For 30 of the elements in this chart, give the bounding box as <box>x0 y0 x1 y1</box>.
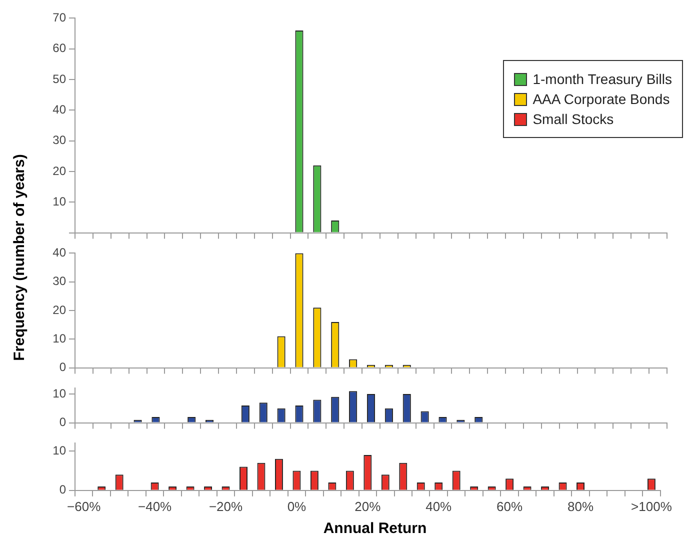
y-tick-label: 0 <box>59 482 66 497</box>
legend-label: Small Stocks <box>532 110 614 129</box>
x-tick-label: >100% <box>631 498 672 514</box>
x-tick-label: 80% <box>567 498 594 514</box>
y-tick-label: 40 <box>52 246 66 260</box>
x-tick-label: −20% <box>208 498 244 514</box>
legend-label: AAA Corporate Bonds <box>532 90 670 109</box>
y-tick-label: 10 <box>52 443 66 458</box>
y-tick-label: 60 <box>52 41 66 56</box>
y-tick-label: 0 <box>59 360 66 374</box>
y-tick-label: 70 <box>52 10 66 25</box>
y-tick-label: 10 <box>52 194 66 208</box>
y-axis-title: Frequency (number of years) <box>10 154 28 361</box>
y-tick-label: 20 <box>52 302 66 317</box>
x-tick-label: −60% <box>67 498 102 514</box>
x-tick-label: −40% <box>138 498 172 514</box>
x-tick-label: 0% <box>287 498 307 514</box>
y-tick-label: 40 <box>52 102 66 116</box>
y-tick-label: 20 <box>52 164 66 178</box>
x-axis-title: Annual Return <box>322 520 428 537</box>
x-tick-label: 40% <box>426 498 452 514</box>
y-tick-label: 10 <box>52 386 66 400</box>
y-tick-label: 30 <box>52 133 66 148</box>
y-tick-label: 0 <box>59 415 66 430</box>
legend-label: 1-month Treasury Bills <box>532 70 672 89</box>
y-tick-label: 30 <box>52 274 66 288</box>
y-tick-label: 50 <box>52 72 66 86</box>
x-tick-label: 20% <box>354 498 382 514</box>
y-tick-label: 10 <box>52 331 66 346</box>
x-tick-label: 60% <box>496 498 524 514</box>
